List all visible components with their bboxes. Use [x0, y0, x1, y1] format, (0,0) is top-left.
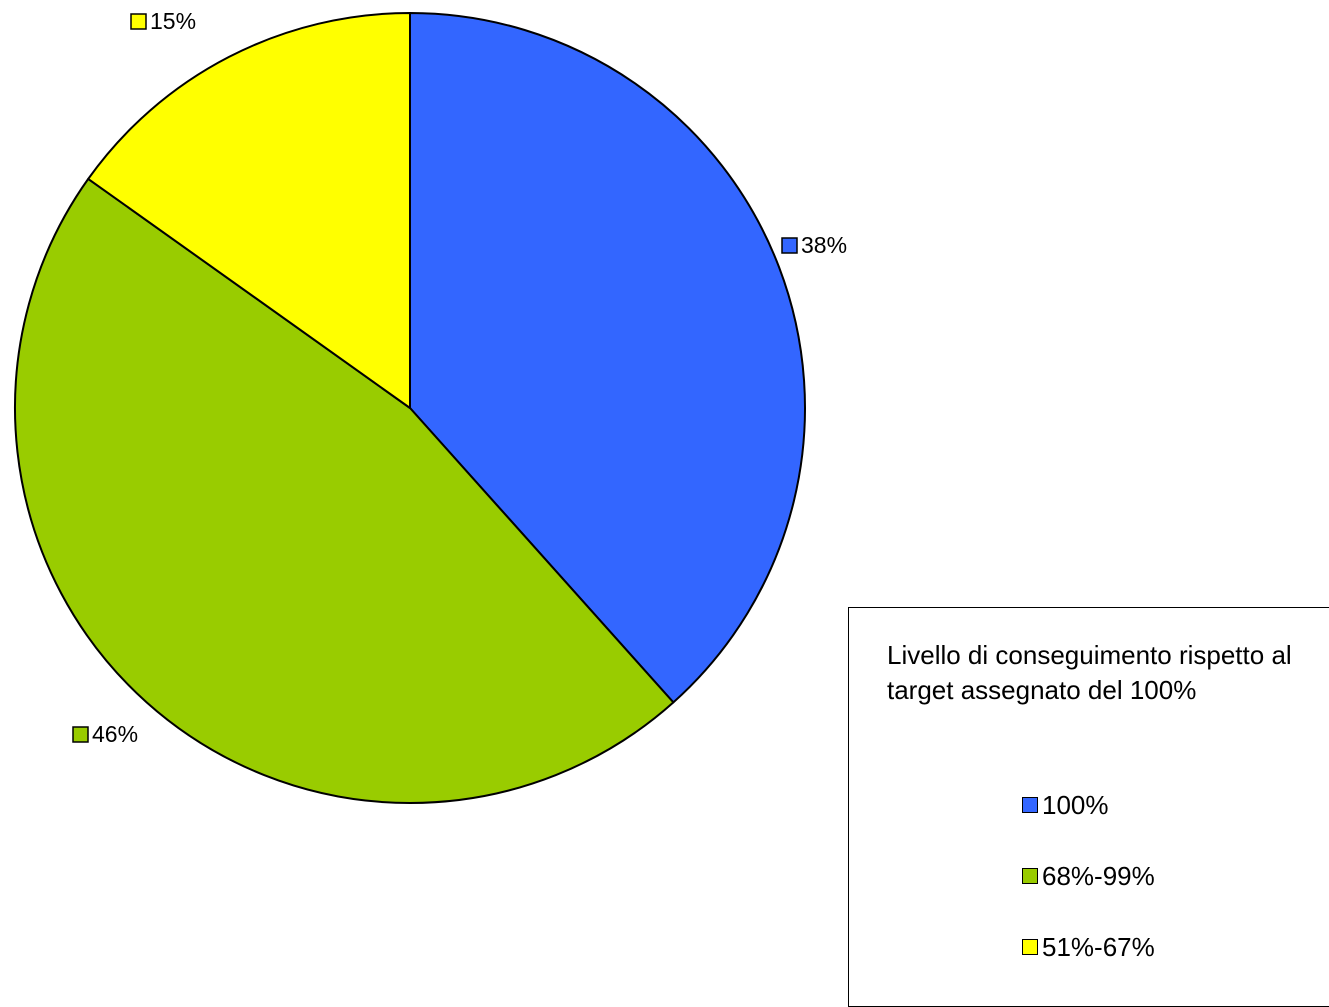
- pie-chart: 38% 46% 15% Livello di conseguimento rispe…: [14, 8, 1329, 1007]
- legend-label-100: 100%: [1042, 789, 1109, 820]
- legend-item-68-99: 68%-99%: [1022, 861, 1155, 891]
- legend-label-51-67: 51%-67%: [1042, 931, 1155, 962]
- data-label-swatch: [781, 237, 798, 254]
- data-label-text: 15%: [150, 8, 196, 34]
- legend-item-100: 100%: [1022, 790, 1109, 820]
- data-label-swatch: [72, 726, 89, 743]
- data-label-3: 15%: [130, 8, 196, 34]
- data-label-swatch: [130, 13, 147, 30]
- legend-item-51-67: 51%-67%: [1022, 932, 1155, 962]
- legend-title: Livello di conseguimento rispetto al tar…: [887, 640, 1292, 705]
- data-label-1: 38%: [781, 232, 847, 258]
- data-label-text: 46%: [92, 721, 138, 747]
- data-label-text: 38%: [801, 232, 847, 258]
- data-label-2: 46%: [72, 721, 138, 747]
- legend-swatch-100: [1022, 797, 1038, 813]
- legend-swatch-51-67: [1022, 939, 1038, 955]
- legend-label-68-99: 68%-99%: [1042, 860, 1155, 891]
- legend-swatch-68-99: [1022, 868, 1038, 884]
- legend: Livello di conseguimento rispetto al tar…: [848, 607, 1329, 1007]
- pie-slices: [14, 12, 806, 804]
- pie-data-labels: 38% 46% 15%: [72, 8, 847, 747]
- pie-chart-canvas: 38% 46% 15%: [14, 8, 847, 804]
- pie-slice-68-99: [14, 177, 675, 804]
- pie-slice-51-67: [87, 12, 411, 409]
- pie-slice-100: [409, 12, 806, 704]
